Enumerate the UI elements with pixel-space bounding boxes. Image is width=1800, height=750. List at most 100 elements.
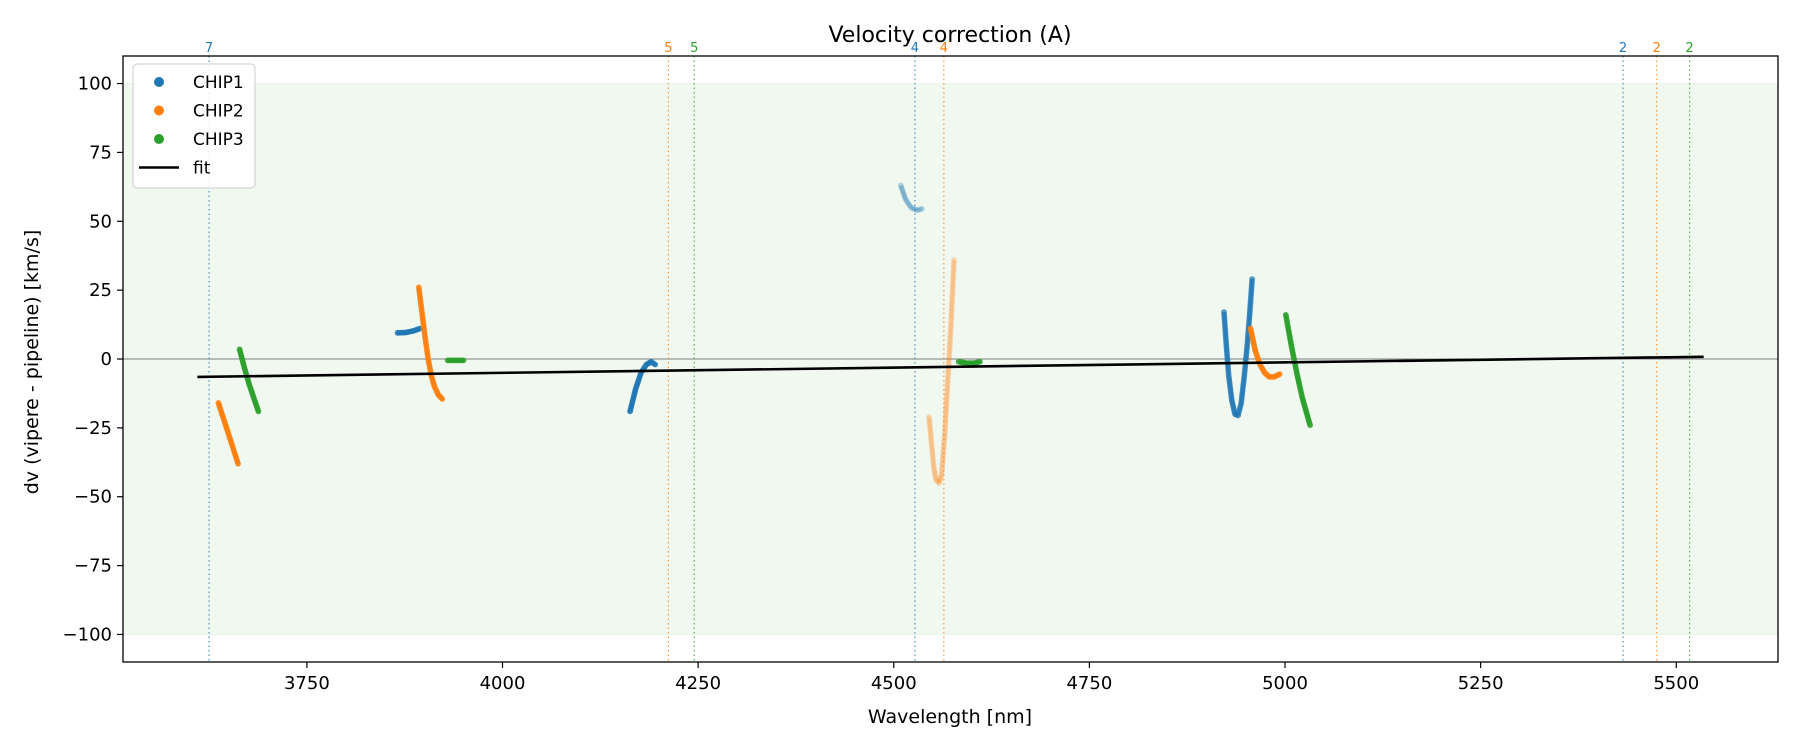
x-tick-label: 5500 <box>1653 673 1699 694</box>
data-point <box>914 207 921 214</box>
data-point <box>949 284 956 291</box>
order-marker-label: 5 <box>690 41 698 56</box>
data-point <box>950 264 957 271</box>
data-point <box>912 206 919 213</box>
data-point <box>931 468 938 474</box>
data-point <box>926 421 933 428</box>
data-point <box>928 436 934 443</box>
y-tick-label: 100 <box>78 74 112 95</box>
data-point <box>901 191 907 198</box>
data-point <box>255 408 262 415</box>
data-point <box>901 194 908 200</box>
data-point <box>910 205 916 212</box>
data-point <box>926 418 933 425</box>
data-point <box>949 300 955 306</box>
data-point <box>916 206 923 213</box>
data-point <box>933 477 939 484</box>
data-point <box>943 410 949 417</box>
legend-marker <box>154 134 164 144</box>
legend-label: CHIP1 <box>193 73 244 93</box>
data-point <box>949 292 956 299</box>
fit-line <box>197 355 1704 379</box>
data-point <box>899 187 906 193</box>
legend-marker <box>154 77 164 87</box>
data-point <box>943 405 950 412</box>
data-point <box>944 385 951 392</box>
data-point <box>900 189 907 196</box>
data-point <box>927 433 934 440</box>
data-point <box>949 295 956 301</box>
data-point <box>929 453 936 460</box>
x-tick-label: 4500 <box>871 673 917 694</box>
series-chip2 <box>215 400 241 467</box>
data-point <box>949 287 956 294</box>
x-tick-label: 4250 <box>675 673 721 694</box>
data-point <box>944 378 951 384</box>
legend-label: fit <box>193 159 211 179</box>
data-point <box>940 453 946 460</box>
data-point <box>948 305 955 312</box>
data-point <box>948 302 955 309</box>
legend: CHIP1 CHIP2 CHIP3 fit <box>132 63 256 189</box>
plot-area: 7 5 5 4 4 2 2 2 <box>122 41 1779 662</box>
data-point <box>929 448 936 455</box>
data-point <box>947 330 954 337</box>
data-point <box>948 312 955 319</box>
data-point <box>947 328 954 334</box>
data-point <box>950 279 956 286</box>
data-point <box>942 423 949 430</box>
data-point <box>460 357 467 364</box>
data-point <box>947 325 954 332</box>
data-point <box>946 350 953 357</box>
data-point <box>946 355 952 362</box>
data-point <box>936 480 943 486</box>
data-point <box>943 403 950 409</box>
data-point <box>943 408 949 414</box>
y-tick-label: 0 <box>101 349 112 370</box>
data-point <box>946 340 953 347</box>
data-point <box>919 205 925 212</box>
data-point <box>927 423 933 430</box>
data-point <box>1249 276 1256 283</box>
legend-box <box>132 63 256 189</box>
y-tick-label: −75 <box>74 556 112 577</box>
series-chip2 <box>926 256 957 486</box>
data-point <box>944 390 950 397</box>
data-point <box>947 323 954 329</box>
data-point <box>948 315 955 322</box>
series-chip2 <box>1247 325 1283 380</box>
data-point <box>937 475 944 482</box>
series-chip1 <box>394 325 423 336</box>
data-point <box>898 184 905 191</box>
x-tick-label: 3750 <box>284 673 330 694</box>
data-point <box>950 269 957 276</box>
data-point <box>1276 371 1283 378</box>
data-point <box>903 198 910 205</box>
data-point <box>906 202 913 209</box>
data-point <box>939 464 946 470</box>
data-point <box>948 317 955 324</box>
data-point <box>951 256 957 263</box>
data-point <box>945 375 951 382</box>
data-point <box>946 353 953 359</box>
x-axis-label: Wavelength [nm] <box>868 706 1032 728</box>
data-point <box>944 388 951 394</box>
order-marker-label: 2 <box>1653 41 1661 56</box>
data-point <box>926 416 933 423</box>
data-point <box>942 418 949 425</box>
data-point <box>941 433 948 440</box>
series-chip1 <box>627 358 659 415</box>
data-point <box>908 204 914 211</box>
data-point <box>947 335 954 342</box>
data-point <box>939 466 945 473</box>
data-point <box>946 345 953 352</box>
data-point <box>897 182 904 189</box>
y-axis-ticks: −100 −75 −50 −25 0 25 50 75 100 <box>63 74 123 645</box>
legend-label: CHIP3 <box>193 130 244 150</box>
x-axis-ticks: 3750 4000 4250 4500 4750 5000 5250 5500 <box>284 662 1699 694</box>
data-point <box>947 338 953 344</box>
y-tick-label: −50 <box>74 487 112 508</box>
data-point <box>944 380 951 387</box>
data-point <box>948 307 955 314</box>
data-point <box>927 428 934 435</box>
